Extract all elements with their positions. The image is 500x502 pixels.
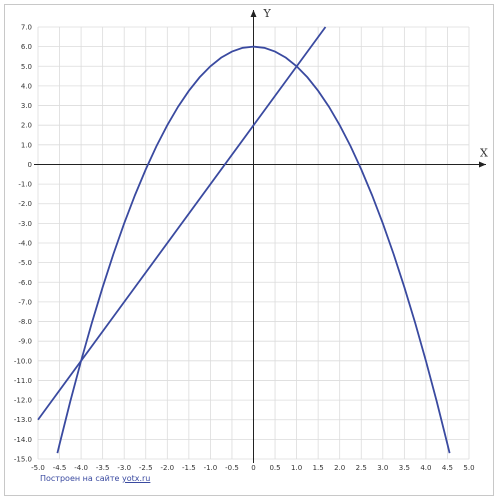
- x-tick-label: 2.5: [356, 464, 367, 472]
- credit-link[interactable]: yotx.ru: [121, 474, 151, 483]
- y-tick-label: -15.0: [14, 456, 32, 464]
- y-tick-label: -6.0: [18, 279, 32, 287]
- x-axis-arrow: [479, 161, 486, 168]
- x-tick-label: 0: [251, 464, 255, 472]
- x-tick-label: -5.0: [31, 464, 45, 472]
- y-tick-label: 4.0: [21, 82, 32, 90]
- x-tick-label: 2.0: [334, 464, 345, 472]
- x-tick-label: 3.5: [399, 464, 410, 472]
- y-tick-label: -14.0: [14, 436, 32, 444]
- y-tick-label: -7.0: [18, 298, 32, 306]
- x-tick-label: -0.5: [225, 464, 239, 472]
- y-tick-label: -12.0: [14, 397, 32, 405]
- y-tick-label: 2.0: [21, 122, 32, 130]
- x-tick-label: 0.5: [269, 464, 280, 472]
- y-tick-label: 1.0: [21, 141, 32, 149]
- x-tick-label: -2.5: [139, 464, 153, 472]
- y-axis-arrow: [250, 10, 257, 17]
- x-tick-label: -1.5: [182, 464, 196, 472]
- x-tick-label: 1.0: [291, 464, 302, 472]
- series-lines: [37, 26, 451, 454]
- x-tick-label: 5.0: [463, 464, 474, 472]
- x-tick-label: -1.0: [204, 464, 218, 472]
- y-axis-label: Y: [263, 7, 272, 20]
- x-axis-label: X: [480, 146, 488, 159]
- y-tick-label: 6.0: [21, 43, 32, 51]
- x-tick-label: -4.5: [53, 464, 67, 472]
- x-tick-label: 3.0: [377, 464, 388, 472]
- y-tick-label: -3.0: [18, 220, 32, 228]
- x-tick-label: -3.0: [117, 464, 131, 472]
- credit-text: Построен на сайте: [40, 474, 120, 483]
- y-tick-label: -10.0: [14, 357, 32, 365]
- y-tick-label: -9.0: [18, 338, 32, 346]
- y-tick-label: 7.0: [21, 24, 32, 32]
- y-tick-label: -5.0: [18, 259, 32, 267]
- y-tick-label: -4.0: [18, 240, 32, 248]
- x-tick-label: 1.5: [313, 464, 324, 472]
- series-line-1: [56, 45, 451, 454]
- series-line-2: [37, 26, 327, 421]
- credit: Построен на сайте yotx.ru: [40, 474, 150, 483]
- tick-labels: -5.0 -4.5 -4.0 -3.5 -3.0 -2.5 -2.0 -1.5 -1.0 -0.5…: [14, 24, 475, 473]
- x-tick-label: 4.0: [420, 464, 431, 472]
- y-tick-label: -11.0: [14, 377, 32, 385]
- axes: [34, 10, 486, 463]
- x-tick-label: 4.5: [442, 464, 453, 472]
- y-tick-label: -2.0: [18, 200, 32, 208]
- y-tick-label: 5.0: [21, 63, 32, 71]
- x-tick-label: -2.0: [160, 464, 174, 472]
- y-tick-label: -13.0: [14, 416, 32, 424]
- y-tick-label: -8.0: [18, 318, 32, 326]
- x-tick-label: -4.0: [74, 464, 88, 472]
- y-tick-label: 0: [28, 161, 32, 169]
- y-tick-label: -1.0: [18, 181, 32, 189]
- y-tick-label: 3.0: [21, 102, 32, 110]
- x-tick-label: -3.5: [96, 464, 110, 472]
